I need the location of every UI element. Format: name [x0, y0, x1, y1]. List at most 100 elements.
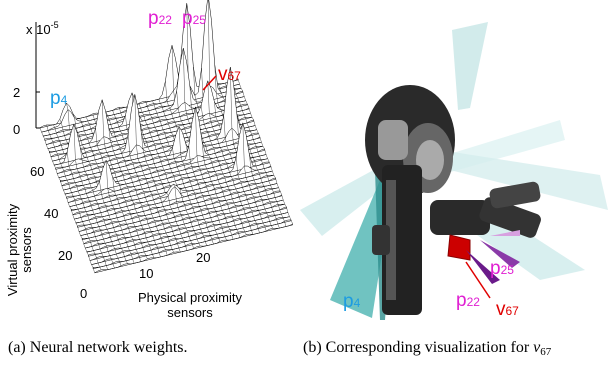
mesh-line — [84, 131, 86, 135]
mesh-line — [185, 188, 187, 191]
mesh-line — [258, 152, 260, 156]
mesh-line — [238, 98, 240, 102]
mesh-line — [126, 242, 128, 247]
mesh-line — [163, 130, 165, 133]
mesh-line — [180, 175, 182, 178]
mesh-line — [72, 193, 74, 196]
mesh-line — [142, 225, 144, 229]
mesh-line — [188, 119, 190, 123]
mesh-line — [221, 206, 223, 210]
mesh-line — [129, 210, 131, 213]
mesh-line — [88, 121, 90, 124]
mesh-line — [124, 139, 126, 143]
mesh-line — [222, 210, 224, 213]
mesh-line — [163, 243, 165, 247]
mesh-line — [140, 239, 142, 242]
mesh-line — [169, 183, 171, 186]
mesh-line — [249, 127, 251, 131]
mesh-line — [201, 229, 203, 233]
mesh-line — [262, 183, 264, 187]
mesh-line — [160, 140, 162, 144]
mesh-line — [155, 109, 157, 114]
mesh-line — [232, 158, 234, 162]
mesh-line — [91, 188, 93, 190]
mesh-line — [100, 249, 102, 253]
mesh-line — [94, 214, 96, 217]
mesh-line — [111, 201, 113, 205]
mesh-line — [70, 130, 72, 133]
mesh-line — [181, 234, 183, 238]
mesh-line — [171, 169, 173, 173]
mesh-line — [196, 198, 198, 202]
mesh-line — [249, 108, 251, 113]
mesh-line — [75, 183, 77, 186]
mesh-line — [216, 194, 218, 198]
mesh-line — [250, 113, 252, 117]
mesh-line — [247, 123, 249, 127]
mesh-line — [169, 223, 171, 226]
mesh-line — [252, 194, 254, 197]
mesh-line — [131, 160, 133, 163]
mesh-line — [235, 225, 237, 229]
mesh-line — [235, 149, 237, 153]
mesh-line — [263, 146, 265, 149]
mesh-line — [227, 223, 229, 227]
mesh-line — [172, 114, 174, 118]
mesh-line — [128, 247, 130, 251]
mesh-line — [81, 236, 83, 239]
mesh-line — [145, 216, 147, 219]
mesh-line — [186, 228, 188, 231]
mesh-line — [268, 199, 270, 202]
mesh-line — [204, 201, 206, 205]
mesh-line — [143, 211, 145, 215]
mesh-line — [245, 214, 247, 218]
mesh-line — [260, 137, 262, 142]
mesh-line — [114, 191, 116, 195]
mesh-line — [156, 226, 158, 230]
mesh-line — [141, 108, 143, 112]
mesh-line — [175, 181, 177, 185]
mesh-line — [159, 194, 161, 197]
mesh-line — [219, 143, 221, 147]
mesh-line — [241, 88, 243, 91]
mesh-line — [48, 130, 50, 134]
mesh-line — [150, 115, 152, 118]
mesh-line — [116, 177, 118, 181]
mesh-line — [277, 184, 279, 188]
mesh-line — [174, 159, 176, 162]
mesh-line — [225, 160, 227, 163]
mesh-line — [198, 203, 200, 207]
mesh-line — [289, 217, 291, 220]
mesh-line — [171, 132, 173, 135]
mesh-line — [185, 169, 187, 173]
mesh-line — [204, 124, 206, 128]
mesh-line — [150, 228, 152, 231]
mesh-line — [196, 217, 198, 220]
mesh-line — [124, 198, 126, 201]
mesh-line — [211, 141, 213, 145]
mesh-line — [99, 227, 101, 230]
mesh-line — [92, 170, 94, 174]
mesh-line — [115, 232, 117, 235]
mesh-line — [117, 218, 119, 222]
mesh-line — [85, 171, 87, 174]
mesh-line — [242, 206, 244, 209]
body: {"figure": { "left": { "scale_base": "x … — [0, 0, 613, 365]
mesh-line — [127, 206, 129, 210]
mesh-line — [187, 174, 189, 178]
mesh-line — [162, 202, 164, 206]
mesh-line — [129, 192, 131, 196]
mesh-line — [157, 190, 159, 194]
mesh-line — [242, 187, 244, 191]
mesh-line — [191, 222, 193, 227]
mesh-line — [168, 219, 170, 223]
mesh-line — [260, 197, 262, 200]
mesh-line — [61, 164, 63, 167]
mesh-line — [217, 157, 219, 160]
mesh-line — [160, 180, 162, 183]
mesh-line — [167, 120, 169, 123]
mesh-line — [264, 169, 266, 173]
mesh-line — [263, 223, 265, 226]
mesh-line — [259, 192, 261, 196]
mesh-line — [250, 226, 252, 231]
